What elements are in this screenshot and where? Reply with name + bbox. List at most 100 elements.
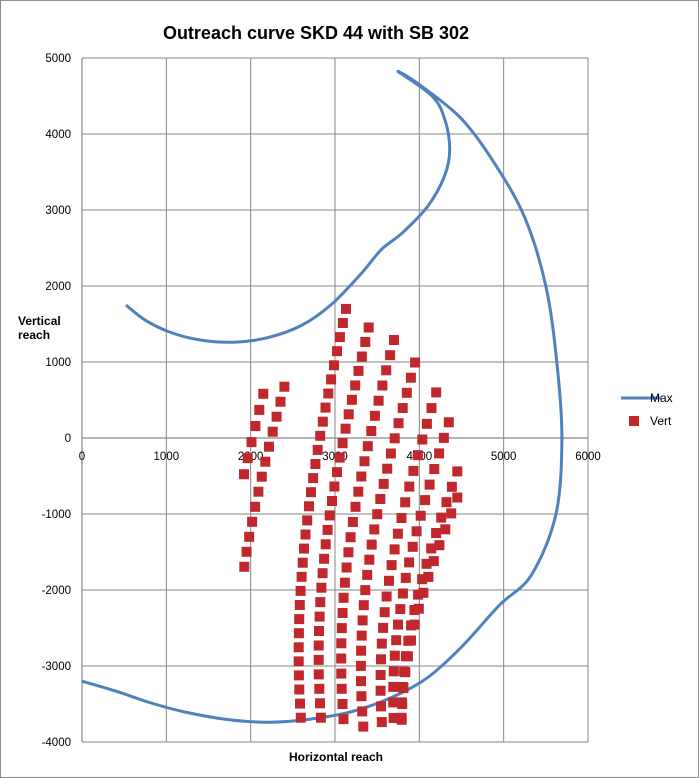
vert-point (296, 571, 307, 582)
vert-point (366, 426, 377, 436)
vert-point (406, 635, 416, 646)
vert-point (362, 569, 373, 580)
vert-point (418, 587, 429, 598)
vert-point (438, 432, 449, 443)
vert-point (308, 473, 319, 484)
vert-point (244, 531, 255, 542)
vert-point (388, 713, 399, 723)
vert-point (420, 495, 431, 506)
vert-point (389, 433, 400, 444)
vert-point (345, 532, 356, 543)
vert-point (341, 303, 351, 314)
vert-point (334, 452, 345, 463)
vert-point (397, 403, 408, 413)
vert-point (375, 494, 386, 504)
vert-point (339, 577, 350, 588)
vert-point (343, 409, 354, 420)
vert-point (317, 568, 328, 579)
vert-point (411, 526, 422, 537)
vert-point (256, 471, 267, 482)
vert-point (334, 332, 345, 343)
vert-point (400, 497, 411, 508)
vert-point (452, 466, 463, 477)
vert-point (356, 471, 367, 482)
vert-point (389, 335, 399, 345)
y-tick-label: 5000 (45, 53, 71, 65)
legend: Max Vert (621, 391, 673, 428)
vert-point (314, 626, 324, 636)
vert-point (293, 642, 304, 653)
legend-vert-label: Vert (650, 414, 672, 428)
vert-point (443, 417, 454, 428)
vert-point (417, 434, 428, 445)
vert-point (336, 668, 347, 679)
vert-point (397, 588, 408, 599)
vert-point (294, 600, 305, 610)
x-axis-label: Horizontal reach (288, 750, 384, 764)
vert-point (377, 380, 388, 391)
vert-point (405, 372, 416, 383)
vert-point (316, 582, 327, 593)
vert-point (299, 543, 309, 554)
vert-point (412, 450, 423, 461)
x-tick-label: 1000 (154, 451, 180, 463)
vert-point (302, 515, 313, 526)
vert-point (381, 591, 392, 602)
vert-point (404, 557, 415, 568)
vert-point (436, 512, 447, 523)
vert-point (271, 411, 282, 422)
vert-point (315, 712, 326, 723)
vert-point (338, 592, 349, 603)
y-tick-label: 4000 (45, 129, 71, 141)
vert-point (452, 492, 463, 503)
vert-point (421, 558, 432, 569)
x-tick-label: 5000 (491, 451, 517, 463)
vert-point (279, 381, 290, 392)
series-max-line (81, 69, 564, 724)
vert-point (434, 448, 445, 459)
vert-point (362, 441, 373, 452)
vert-point (320, 539, 331, 550)
vert-point (404, 481, 415, 492)
vert-point (376, 701, 386, 712)
y-tick-label: -4000 (42, 737, 71, 749)
vert-point (336, 638, 347, 649)
vert-point (332, 467, 342, 478)
vert-point (356, 645, 367, 656)
vert-point (372, 509, 383, 520)
vert-point (315, 430, 326, 441)
vert-point (293, 656, 304, 667)
vert-point (441, 497, 452, 508)
vert-point (246, 437, 257, 448)
vert-point (294, 684, 305, 695)
vert-point (386, 560, 397, 571)
x-tick-label: 0 (79, 451, 85, 463)
vert-point (398, 683, 409, 694)
y-tick-label: -3000 (42, 661, 71, 673)
vert-point (329, 481, 340, 492)
vert-point (264, 441, 274, 452)
vert-point (332, 346, 342, 357)
vert-point (408, 465, 419, 476)
vert-point (431, 387, 442, 398)
vert-point (294, 614, 305, 625)
vert-point (247, 516, 258, 527)
vert-point (300, 529, 311, 540)
vert-point (375, 685, 386, 696)
vert-point (376, 654, 386, 665)
vert-point (356, 351, 367, 362)
y-tick-label: -1000 (42, 509, 71, 521)
vert-point (413, 603, 424, 614)
vert-point (357, 706, 368, 717)
y-tick-label: -2000 (42, 585, 71, 597)
vert-point (363, 322, 374, 333)
vert-point (379, 607, 390, 618)
vert-point (340, 423, 351, 434)
vert-point (341, 562, 352, 573)
vert-point (253, 486, 264, 497)
vert-point (426, 543, 437, 554)
vert-point (242, 453, 253, 464)
vert-point (364, 554, 375, 565)
vert-point (360, 337, 371, 347)
vert-point (343, 547, 354, 558)
